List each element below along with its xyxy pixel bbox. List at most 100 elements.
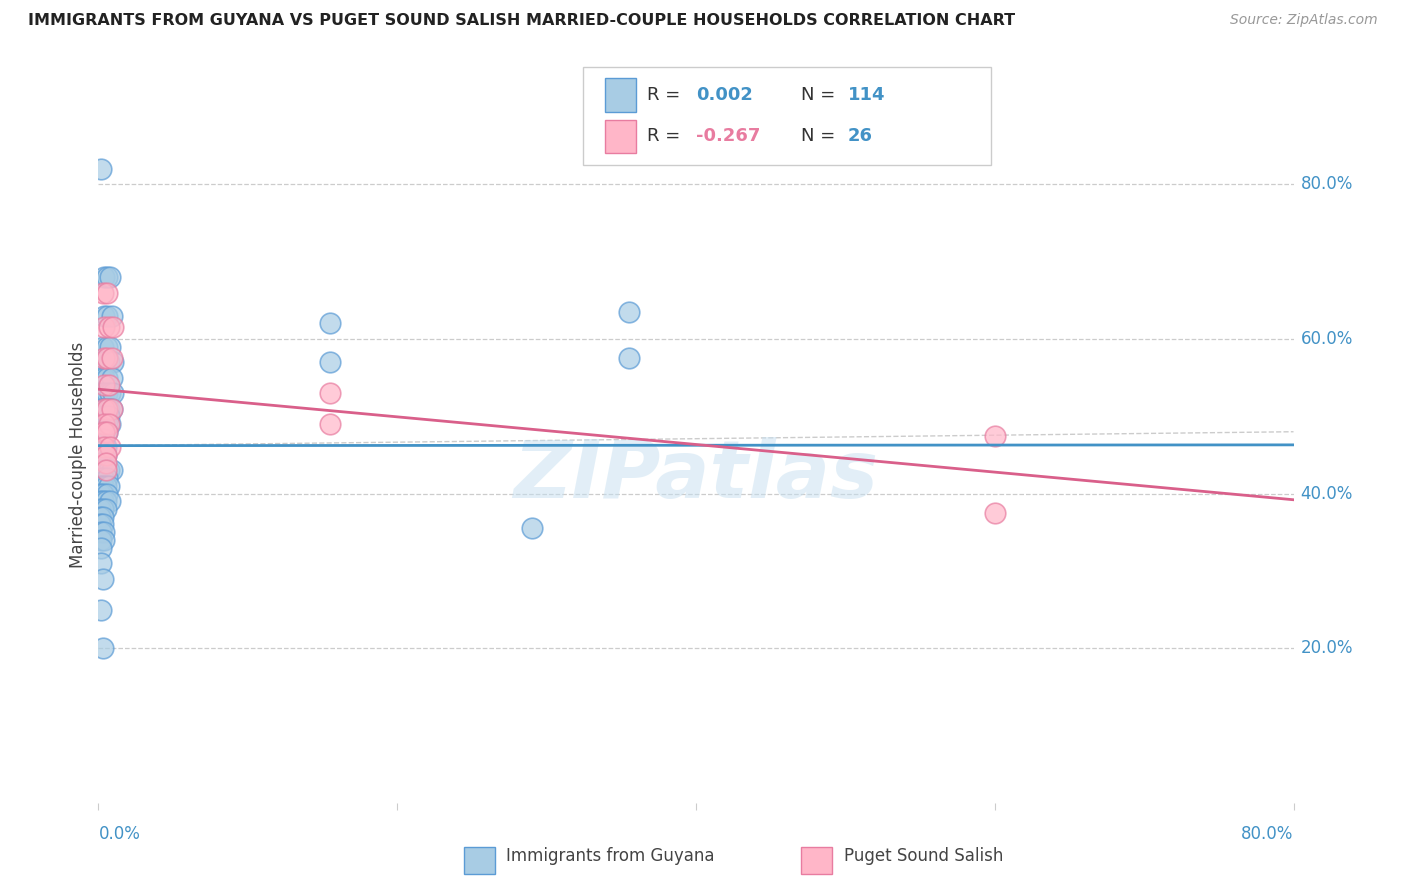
Text: 20.0%: 20.0%: [1301, 640, 1353, 657]
Text: 80.0%: 80.0%: [1301, 176, 1353, 194]
Point: [98, 386, 122, 401]
Point: [90, 370, 112, 384]
Text: 80.0%: 80.0%: [1241, 825, 1294, 843]
Point: [96, 486, 118, 500]
Point: [98, 270, 122, 285]
Point: [89, 517, 111, 532]
Point: [89, 417, 111, 431]
Point: [93, 370, 115, 384]
Point: [93, 533, 115, 547]
Point: [93, 425, 115, 439]
Text: -0.267: -0.267: [696, 128, 761, 145]
Point: [89, 456, 111, 470]
Point: [101, 401, 124, 416]
Point: [94, 494, 117, 508]
Point: [93, 425, 115, 439]
Point: [89, 502, 111, 516]
Point: [94, 479, 117, 493]
Point: [91, 494, 114, 508]
Point: [91, 486, 114, 500]
Point: [98, 417, 122, 431]
Point: [89, 448, 111, 462]
Text: R =: R =: [647, 87, 686, 104]
Point: [97, 320, 120, 334]
Point: [89, 440, 111, 454]
Point: [983, 506, 1005, 520]
Point: [983, 428, 1005, 442]
Text: 0.002: 0.002: [696, 87, 752, 104]
Point: [93, 320, 115, 334]
Point: [91, 572, 114, 586]
Point: [89, 479, 111, 493]
Point: [89, 433, 111, 447]
Point: [90, 401, 112, 416]
Point: [94, 456, 117, 470]
Point: [96, 417, 118, 431]
Point: [89, 444, 111, 458]
Point: [96, 471, 118, 485]
Point: [89, 409, 111, 424]
Point: [101, 309, 124, 323]
Point: [98, 440, 122, 454]
Point: [94, 448, 117, 462]
Point: [90, 433, 112, 447]
Point: [91, 509, 114, 524]
Point: [91, 340, 114, 354]
Point: [94, 463, 117, 477]
Point: [103, 355, 125, 369]
Point: [97, 355, 120, 369]
Point: [94, 440, 117, 454]
Point: [319, 386, 342, 401]
Point: [90, 355, 112, 369]
Point: [90, 161, 112, 176]
Point: [91, 448, 114, 462]
Point: [91, 401, 114, 416]
Point: [91, 479, 114, 493]
Point: [89, 425, 111, 439]
Point: [90, 533, 112, 547]
Point: [96, 386, 118, 401]
Point: [97, 409, 120, 424]
Point: [90, 417, 112, 431]
Point: [89, 494, 111, 508]
Point: [93, 417, 115, 431]
Point: [91, 641, 114, 656]
Point: [319, 417, 342, 431]
Point: [101, 463, 124, 477]
Point: [91, 409, 114, 424]
Point: [90, 425, 112, 439]
Text: R =: R =: [647, 128, 686, 145]
Point: [93, 309, 115, 323]
Point: [90, 525, 112, 540]
Point: [617, 351, 640, 366]
Text: 0.0%: 0.0%: [98, 825, 141, 843]
Y-axis label: Married-couple Households: Married-couple Households: [69, 342, 87, 568]
Point: [520, 521, 543, 535]
Point: [617, 305, 640, 319]
Text: 60.0%: 60.0%: [1301, 330, 1353, 348]
Point: [96, 309, 118, 323]
Point: [96, 401, 118, 416]
Point: [101, 370, 124, 384]
Point: [319, 355, 342, 369]
Text: N =: N =: [801, 87, 841, 104]
Point: [91, 517, 114, 532]
Point: [93, 351, 115, 366]
Point: [94, 502, 117, 516]
Point: [93, 440, 115, 454]
Point: [89, 463, 111, 477]
Point: [90, 541, 112, 555]
Point: [96, 285, 118, 300]
Text: IMMIGRANTS FROM GUYANA VS PUGET SOUND SALISH MARRIED-COUPLE HOUSEHOLDS CORRELATI: IMMIGRANTS FROM GUYANA VS PUGET SOUND SA…: [28, 13, 1015, 29]
Point: [93, 270, 115, 285]
Point: [93, 401, 115, 416]
Text: Source: ZipAtlas.com: Source: ZipAtlas.com: [1230, 13, 1378, 28]
Point: [97, 401, 120, 416]
Point: [93, 355, 115, 369]
Text: 26: 26: [848, 128, 873, 145]
Point: [93, 417, 115, 431]
Point: [91, 463, 114, 477]
Point: [94, 463, 117, 477]
Point: [96, 351, 118, 366]
Text: 40.0%: 40.0%: [1301, 484, 1353, 502]
